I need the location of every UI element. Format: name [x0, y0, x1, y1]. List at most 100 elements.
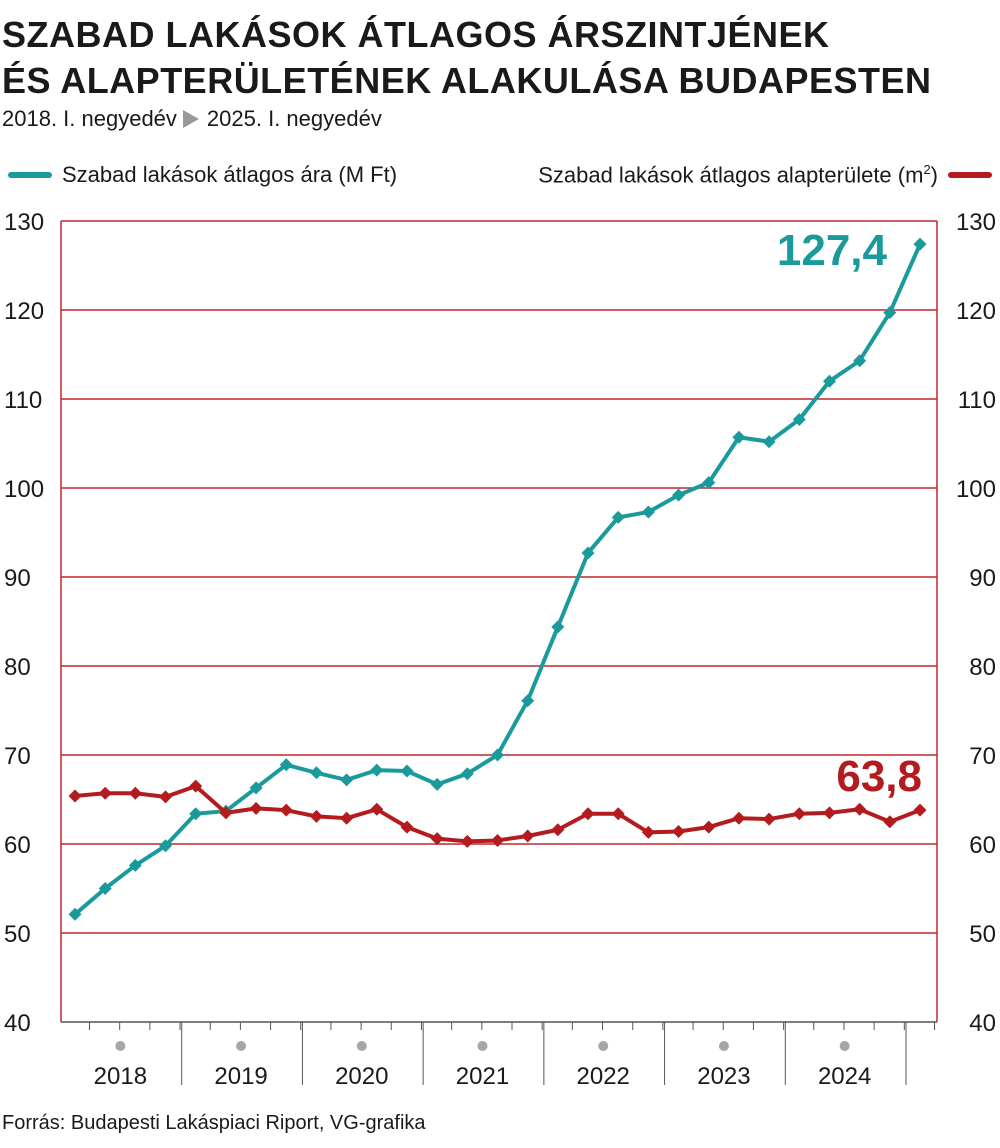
price-data-point — [822, 374, 836, 388]
area-data-point — [309, 809, 323, 823]
area-data-point — [883, 815, 897, 829]
y-tick-label-right: 50 — [969, 921, 996, 948]
area-data-point — [400, 820, 414, 834]
y-tick-label-right: 90 — [969, 565, 996, 592]
price-data-point — [249, 781, 263, 795]
price-data-point — [159, 839, 173, 853]
chart-subtitle: 2018. I. negyedév 2025. I. negyedév — [2, 106, 382, 132]
year-dot — [839, 1041, 850, 1051]
y-tick-label-right: 100 — [956, 476, 996, 503]
subtitle-start: 2018. I. negyedév — [2, 106, 177, 131]
price-data-point — [128, 858, 142, 872]
year-label: 2023 — [697, 1063, 750, 1090]
price-data-point — [491, 748, 504, 762]
price-data-point — [189, 807, 203, 821]
legend-label-price: Szabad lakások átlagos ára (M Ft) — [62, 162, 398, 187]
area-data-point — [128, 786, 142, 800]
chart-title: SZABAD LAKÁSOK ÁTLAGOS ÁRSZINTJÉNEK ÉS A… — [2, 12, 932, 104]
year-dot — [477, 1041, 488, 1051]
price-data-point — [641, 505, 655, 519]
price-data-point — [853, 354, 867, 368]
play-arrow-icon — [182, 110, 199, 128]
year-label: 2019 — [214, 1063, 267, 1090]
area-data-point — [189, 779, 203, 793]
area-data-point — [460, 834, 474, 848]
year-dot — [718, 1041, 729, 1051]
area-data-point — [68, 789, 82, 803]
y-tick-label-right: 70 — [969, 743, 996, 770]
legend-item-price: Szabad lakások átlagos ára (M Ft) — [8, 162, 397, 188]
price-data-point — [279, 758, 293, 772]
area-data-point — [551, 823, 565, 837]
price-data-point — [702, 476, 716, 490]
area-data-point — [98, 786, 112, 800]
area-data-point — [732, 811, 746, 825]
area-data-point — [370, 802, 384, 816]
subtitle-end: 2025. I. negyedév — [206, 106, 382, 131]
area-data-point — [430, 832, 444, 846]
price-data-point — [460, 767, 474, 781]
area-data-point — [279, 803, 293, 817]
area-data-point — [672, 825, 686, 839]
legend-swatch-price — [8, 172, 52, 178]
area-data-point — [913, 803, 927, 817]
price-data-point — [883, 306, 897, 320]
y-tick-label-right: 80 — [969, 654, 996, 681]
legend-label-area-close: ) — [930, 162, 938, 188]
y-tick-label-right: 110 — [958, 387, 996, 414]
y-tick-label-left: 120 — [4, 298, 44, 325]
year-dot — [115, 1041, 126, 1051]
year-label: 2024 — [818, 1063, 871, 1090]
area-data-point — [611, 807, 625, 821]
area-data-point — [249, 801, 263, 815]
price-data-point — [68, 907, 82, 921]
price-data-point — [521, 694, 535, 708]
y-tick-label-left: 60 — [4, 832, 31, 859]
area-data-point — [853, 802, 867, 816]
legend-label-area-text: Szabad lakások átlagos alapterülete (m — [538, 162, 924, 188]
y-tick-label-right: 40 — [969, 1010, 996, 1037]
y-tick-label-left: 40 — [4, 1010, 31, 1037]
legend-label-area: Szabad lakások átlagos alapterülete (m2) — [538, 162, 938, 188]
price-data-point — [611, 510, 625, 524]
area-data-point — [641, 825, 655, 839]
price-data-point — [792, 412, 806, 426]
y-tick-label-left: 70 — [4, 743, 31, 770]
chart-title-line-2: ÉS ALAPTERÜLETÉNEK ALAKULÁSA BUDAPESTEN — [2, 60, 932, 101]
price-data-point — [672, 488, 686, 502]
price-data-point — [309, 766, 323, 780]
price-end-label: 127,4 — [777, 226, 888, 275]
area-data-point — [159, 790, 173, 804]
year-dot — [356, 1041, 367, 1051]
price-data-point — [581, 546, 595, 560]
price-data-point — [98, 882, 112, 895]
area-data-point — [491, 833, 504, 847]
price-data-point — [913, 237, 927, 251]
price-data-point — [732, 430, 746, 444]
legend-label-area-sup: 2 — [923, 162, 931, 177]
y-tick-label-left: 50 — [4, 921, 31, 948]
area-data-point — [219, 806, 233, 820]
area-data-point — [792, 807, 806, 821]
price-data-point — [400, 764, 414, 778]
area-data-point — [702, 820, 716, 834]
area-data-point — [762, 812, 776, 826]
area-data-point — [521, 829, 535, 843]
year-label: 2021 — [456, 1063, 509, 1090]
source-note: Forrás: Budapesti Lakáspiaci Riport, VG-… — [2, 1112, 426, 1134]
legend-item-area: Szabad lakások átlagos alapterülete (m2) — [538, 162, 992, 188]
area-data-point — [340, 811, 354, 825]
area-data-point — [581, 807, 595, 821]
year-label: 2020 — [335, 1063, 388, 1090]
y-tick-label-right: 60 — [969, 832, 996, 859]
y-tick-label-right: 120 — [956, 298, 996, 325]
price-data-point — [340, 773, 354, 787]
price-data-point — [370, 763, 384, 777]
year-dot — [598, 1041, 609, 1051]
legend-swatch-area — [948, 172, 992, 179]
y-tick-label-left: 130 — [4, 209, 44, 236]
price-data-point — [430, 777, 444, 791]
y-tick-label-right: 130 — [956, 209, 996, 236]
price-data-point — [551, 620, 565, 634]
